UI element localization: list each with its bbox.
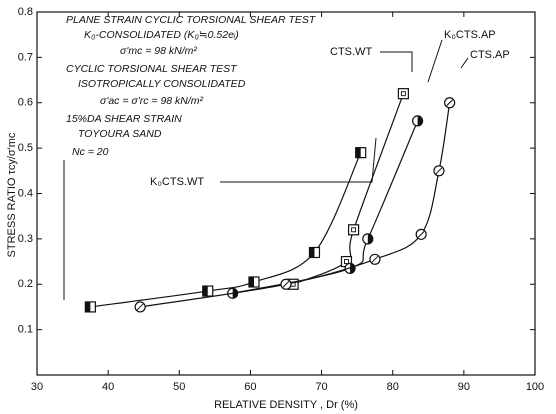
annotation: CYCLIC TORSIONAL SHEAR TEST <box>66 63 238 75</box>
series-line <box>292 93 404 285</box>
x-tick-label: 80 <box>387 381 399 393</box>
marker-fill <box>417 115 423 126</box>
leader-line <box>380 51 413 72</box>
x-tick-label: 60 <box>244 381 256 393</box>
marker-slash <box>435 167 443 175</box>
series-line <box>90 152 362 308</box>
x-axis-label: RELATIVE DENSITY , Dr (%) <box>214 399 358 411</box>
x-tick-label: 50 <box>173 381 185 393</box>
series-line <box>232 120 419 294</box>
y-tick-label: 0.6 <box>18 97 33 109</box>
marker-fill <box>355 147 361 158</box>
data-point <box>308 246 321 259</box>
x-tick-label: 30 <box>31 381 43 393</box>
data-point <box>347 224 360 236</box>
marker-inner <box>351 227 357 233</box>
data-point <box>397 88 409 100</box>
marker-slash <box>371 255 379 263</box>
marker-slash <box>446 99 453 107</box>
marker-fill <box>367 233 373 244</box>
leader-line <box>427 39 443 83</box>
marker-slash <box>282 280 290 288</box>
data-point <box>412 115 424 127</box>
data-point <box>362 233 374 245</box>
series-label: K₀CTS.AP <box>444 29 496 41</box>
x-tick-label: 40 <box>102 381 114 393</box>
annotation: Nc = 20 <box>72 146 109 158</box>
data-point <box>248 276 260 288</box>
annotation: PLANE STRAIN CYCLIC TORSIONAL SHEAR TEST <box>66 14 317 26</box>
y-axis-label: STRESS RATIO τcy/σ'mc <box>6 132 18 257</box>
series-line <box>140 102 451 308</box>
marker-fill <box>350 263 356 274</box>
annotation: K₀-CONSOLIDATED (K₀≒0.52eᵢ) <box>84 29 239 41</box>
marker-inner <box>400 91 406 97</box>
series-label: K₀CTS.WT <box>150 176 204 188</box>
data-point <box>84 301 96 313</box>
data-point <box>202 285 214 297</box>
annotation: ISOTROPICALLY CONSOLIDATED <box>78 78 246 90</box>
marker-inner <box>344 259 349 265</box>
marker-fill <box>85 301 91 312</box>
series-label: CTS.AP <box>470 49 510 61</box>
marker-outline <box>397 88 409 100</box>
marker-slash <box>417 230 425 238</box>
data-point <box>415 228 427 240</box>
y-tick-label: 0.7 <box>18 51 33 63</box>
leader-line <box>460 57 469 69</box>
data-point <box>134 301 146 313</box>
y-tick-label: 0.5 <box>18 142 33 154</box>
y-tick-label: 0.4 <box>18 187 33 199</box>
annotation: TOYOURA SAND <box>78 128 162 140</box>
y-tick-label: 0.1 <box>18 324 33 336</box>
leader-line <box>220 137 377 183</box>
x-tick-label: 70 <box>315 381 327 393</box>
data-point <box>444 97 456 109</box>
data-point <box>433 165 445 177</box>
annotation: 15%DA SHEAR STRAIN <box>66 113 182 125</box>
data-point <box>369 253 381 265</box>
marker-outline <box>347 224 360 236</box>
series-label: CTS.WT <box>330 46 372 58</box>
data-point <box>355 147 367 159</box>
marker-fill <box>248 276 254 287</box>
y-tick-label: 0.8 <box>18 6 33 18</box>
annotation: σ'ac = σ'rc = 98 kN/m² <box>100 95 204 107</box>
marker-slash <box>136 303 144 311</box>
x-tick-label: 90 <box>458 381 470 393</box>
annotation: σ'mc = 98 kN/m² <box>120 45 197 57</box>
x-tick-label: 100 <box>526 381 544 393</box>
marker-fill <box>309 247 315 258</box>
y-tick-label: 0.2 <box>18 278 33 290</box>
y-tick-label: 0.3 <box>18 233 33 245</box>
data-point <box>280 278 292 290</box>
marker-fill <box>202 286 208 297</box>
